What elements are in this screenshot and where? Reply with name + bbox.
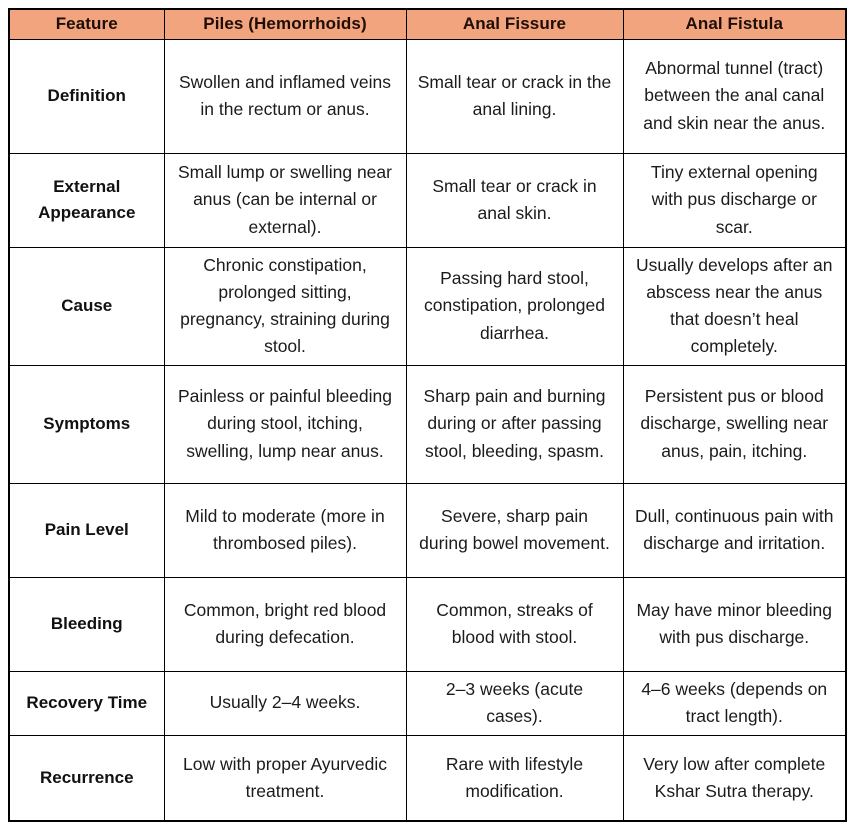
piles-cell: Low with proper Ayurvedic treatment. <box>163 734 407 822</box>
piles-cell: Usually 2–4 weeks. <box>163 670 407 736</box>
column-header-fissure: Anal Fissure <box>405 8 624 40</box>
feature-cell: Definition <box>8 38 165 154</box>
table-row-definition: Definition Swollen and inflamed veins in… <box>8 38 847 154</box>
feature-cell: Recurrence <box>8 734 165 822</box>
fissure-cell: Small tear or crack in the anal lining. <box>405 38 624 154</box>
piles-cell: Painless or painful bleeding during stoo… <box>163 364 407 484</box>
piles-cell: Small lump or swelling near anus (can be… <box>163 152 407 248</box>
fistula-cell: 4–6 weeks (depends on tract length). <box>622 670 847 736</box>
feature-cell: External Appearance <box>8 152 165 248</box>
feature-cell: Pain Level <box>8 482 165 578</box>
fissure-cell: Rare with lifestyle modification. <box>405 734 624 822</box>
fissure-cell: Severe, sharp pain during bowel movement… <box>405 482 624 578</box>
fissure-cell: Passing hard stool, constipation, prolon… <box>405 246 624 366</box>
piles-cell: Chronic constipation, prolonged sitting,… <box>163 246 407 366</box>
fistula-cell: Persistent pus or blood discharge, swell… <box>622 364 847 484</box>
fistula-cell: Usually develops after an abscess near t… <box>622 246 847 366</box>
column-header-feature: Feature <box>8 8 165 40</box>
piles-cell: Swollen and inflamed veins in the rectum… <box>163 38 407 154</box>
fistula-cell: Abnormal tunnel (tract) between the anal… <box>622 38 847 154</box>
fistula-cell: May have minor bleeding with pus dischar… <box>622 576 847 672</box>
fissure-cell: Common, streaks of blood with stool. <box>405 576 624 672</box>
fistula-cell: Very low after complete Kshar Sutra ther… <box>622 734 847 822</box>
fissure-cell: 2–3 weeks (acute cases). <box>405 670 624 736</box>
fissure-cell: Sharp pain and burning during or after p… <box>405 364 624 484</box>
feature-cell: Cause <box>8 246 165 366</box>
feature-cell: Symptoms <box>8 364 165 484</box>
table-row-external-appearance: External Appearance Small lump or swelli… <box>8 152 847 248</box>
fissure-cell: Small tear or crack in anal skin. <box>405 152 624 248</box>
table-row-recovery-time: Recovery Time Usually 2–4 weeks. 2–3 wee… <box>8 670 847 736</box>
column-header-fistula: Anal Fistula <box>622 8 847 40</box>
fistula-cell: Dull, continuous pain with discharge and… <box>622 482 847 578</box>
feature-cell: Bleeding <box>8 576 165 672</box>
table-row-cause: Cause Chronic constipation, prolonged si… <box>8 246 847 366</box>
piles-cell: Common, bright red blood during defecati… <box>163 576 407 672</box>
table-row-recurrence: Recurrence Low with proper Ayurvedic tre… <box>8 734 847 822</box>
feature-cell: Recovery Time <box>8 670 165 736</box>
table-row-bleeding: Bleeding Common, bright red blood during… <box>8 576 847 672</box>
comparison-table: Feature Piles (Hemorrhoids) Anal Fissure… <box>8 8 847 822</box>
piles-cell: Mild to moderate (more in thrombosed pil… <box>163 482 407 578</box>
header-row: Feature Piles (Hemorrhoids) Anal Fissure… <box>8 8 847 40</box>
table-row-symptoms: Symptoms Painless or painful bleeding du… <box>8 364 847 484</box>
table-row-pain-level: Pain Level Mild to moderate (more in thr… <box>8 482 847 578</box>
fistula-cell: Tiny external opening with pus discharge… <box>622 152 847 248</box>
column-header-piles: Piles (Hemorrhoids) <box>163 8 407 40</box>
